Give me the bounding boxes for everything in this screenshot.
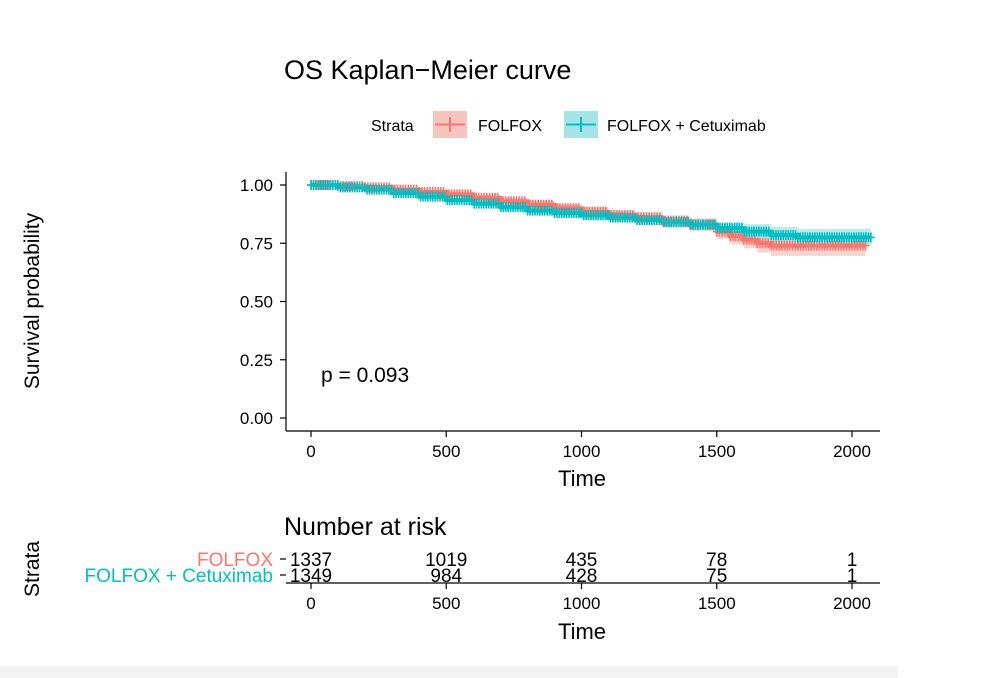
survival-plot: 0.00 0.25 0.50 0.75 1.00 0 500 1000 1500 2000 Ti… xyxy=(21,172,880,491)
x-axis-label: Time xyxy=(558,466,606,491)
risk-x-tick-label: 500 xyxy=(432,594,460,613)
y-axis-ticks: 0.00 0.25 0.50 0.75 1.00 xyxy=(240,176,286,428)
risk-count: 1 xyxy=(847,550,858,571)
risk-count: 984 xyxy=(430,566,462,587)
ci-band-folfox xyxy=(311,185,866,256)
risk-count: 78 xyxy=(706,550,727,571)
risk-count: 1019 xyxy=(425,550,467,571)
risk-count: 435 xyxy=(566,550,598,571)
risk-x-tick-label: 1500 xyxy=(698,594,736,613)
censor-mark xyxy=(866,232,875,243)
risk-count: 428 xyxy=(566,566,598,587)
risk-table-title: Number at risk xyxy=(284,513,447,541)
censor-marks-folfox-cetuximab xyxy=(307,180,875,243)
x-tick-label: 0 xyxy=(306,442,315,461)
y-tick-label: 1.00 xyxy=(240,176,273,195)
x-tick-label: 1000 xyxy=(563,442,601,461)
legend-title: Strata xyxy=(371,118,414,135)
legend: Strata FOLFOX FOLFOX + Cetuximab xyxy=(371,111,766,138)
x-tick-label: 2000 xyxy=(833,442,871,461)
risk-row-label: FOLFOX + Cetuximab xyxy=(85,566,273,587)
y-tick-label: 0.50 xyxy=(240,293,273,312)
bottom-strip xyxy=(0,666,898,678)
p-value-annotation: p = 0.093 xyxy=(321,364,409,387)
chart-title: OS Kaplan−Meier curve xyxy=(284,55,571,85)
legend-label-folfox-cetuximab: FOLFOX + Cetuximab xyxy=(607,118,766,135)
risk-count: 1349 xyxy=(290,566,332,587)
x-tick-label: 500 xyxy=(432,442,460,461)
risk-x-tick-label: 0 xyxy=(306,594,315,613)
y-tick-label: 0.25 xyxy=(240,351,273,370)
y-tick-label: 0.00 xyxy=(240,409,273,428)
legend-key-folfox xyxy=(433,111,467,138)
legend-label-folfox: FOLFOX xyxy=(478,118,542,135)
y-tick-label: 0.75 xyxy=(240,234,273,253)
legend-key-folfox-cetuximab xyxy=(564,111,598,138)
risk-x-axis-ticks: 0 500 1000 1500 2000 xyxy=(306,583,871,613)
risk-y-axis-label: Strata xyxy=(21,541,44,597)
y-axis-label: Survival probability xyxy=(21,212,44,389)
x-axis-ticks: 0 500 1000 1500 2000 xyxy=(306,431,871,461)
x-tick-label: 1500 xyxy=(698,442,736,461)
risk-count: 1 xyxy=(847,566,858,587)
risk-x-tick-label: 2000 xyxy=(833,594,871,613)
risk-x-tick-label: 1000 xyxy=(563,594,601,613)
risk-x-axis-label: Time xyxy=(558,619,606,644)
risk-row-folfox-cetuximab: FOLFOX + Cetuximab 1349 984 428 75 1 xyxy=(85,566,858,587)
risk-table: Number at risk FOLFOX 1337 1019 435 78 1FOLFO… xyxy=(21,513,880,644)
censor-marks xyxy=(307,180,875,251)
risk-row-folfox: FOLFOX 1337 1019 435 78 1 xyxy=(197,550,857,571)
risk-row-label: FOLFOX xyxy=(197,550,273,571)
risk-count: 75 xyxy=(706,566,727,587)
risk-table-rows: FOLFOX 1337 1019 435 78 1 FOLFOX + Cetuximab 13… xyxy=(85,550,858,587)
risk-count: 1337 xyxy=(290,550,332,571)
